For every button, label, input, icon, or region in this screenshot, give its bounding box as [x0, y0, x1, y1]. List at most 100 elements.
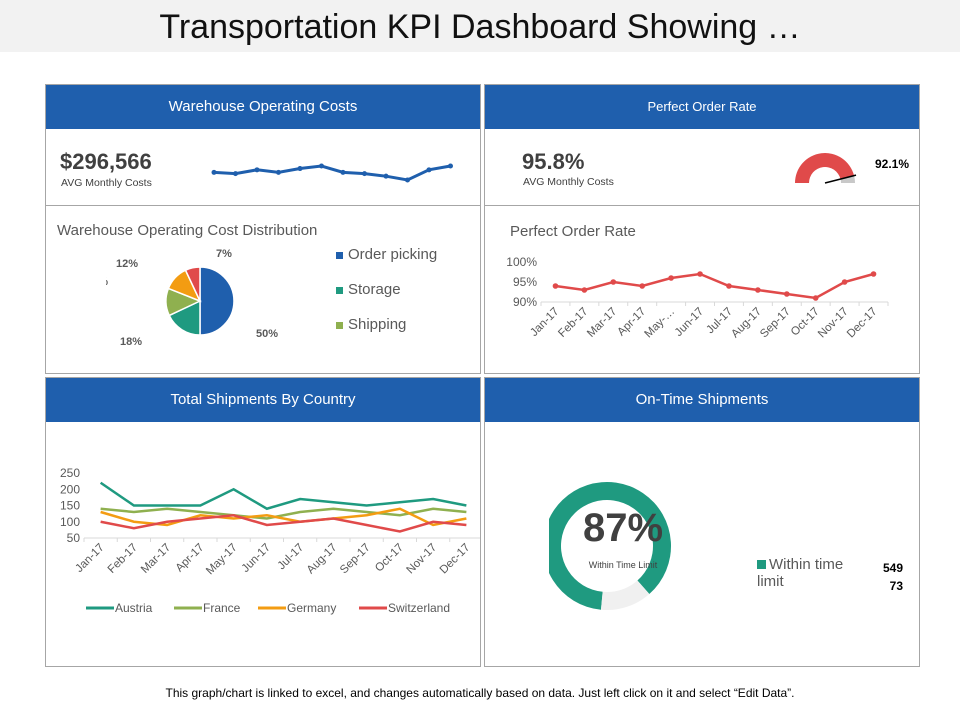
legend-swatch	[336, 287, 343, 294]
pie-data-label: 50%	[256, 328, 278, 340]
x-tick-label: Dec-17	[845, 306, 880, 341]
series-line	[555, 272, 874, 300]
pie-data-label: 18%	[120, 336, 142, 348]
x-tick-label: May-…	[643, 306, 678, 341]
legend-label: Austria	[115, 601, 153, 615]
shipments-header: Total Shipments By Country	[46, 378, 480, 422]
donut-legend: Within time limit	[757, 556, 852, 590]
x-tick-label: Jul-17	[276, 542, 307, 573]
x-tick-label: Dec-17	[438, 542, 473, 577]
x-tick-label: Sep-17	[338, 542, 373, 577]
series-line	[100, 507, 467, 520]
y-tick-label: 150	[60, 499, 80, 513]
y-tick-label: 50	[67, 531, 81, 545]
legend-item: Storage	[336, 272, 437, 307]
y-tick-label: 90%	[513, 295, 537, 309]
perfect-order-panel: Perfect Order Rate 95.8% AVG Monthly Cos…	[484, 84, 920, 374]
legend-label: Shipping	[348, 316, 407, 333]
pie-title: Warehouse Operating Cost Distribution	[57, 222, 318, 239]
warehouse-header: Warehouse Operating Costs	[46, 85, 480, 129]
pie-slice	[184, 266, 201, 302]
x-tick-label: Jun-17	[673, 306, 706, 339]
sparkline-point	[319, 163, 324, 169]
pie-legend: Order picking Storage Shipping	[336, 237, 437, 342]
data-point	[581, 287, 588, 293]
legend-label: Germany	[287, 601, 336, 615]
legend-item: Order picking	[336, 237, 437, 272]
gauge-remainder	[840, 175, 855, 183]
data-point	[870, 271, 877, 277]
x-tick-label: Aug-17	[729, 306, 764, 341]
value-late: 73	[889, 579, 903, 593]
legend-label: Within time limit	[757, 556, 844, 590]
data-point	[639, 283, 646, 289]
data-point	[841, 279, 848, 285]
legend-label: Order picking	[348, 246, 438, 263]
data-point	[552, 283, 559, 289]
warehouse-sparkline	[211, 163, 453, 183]
y-tick-label: 200	[60, 482, 80, 496]
perfect-order-header: Perfect Order Rate	[485, 85, 919, 129]
pie-data-label: 7%	[216, 248, 232, 260]
legend-label: Storage	[348, 281, 401, 298]
ontime-header: On-Time Shipments	[485, 378, 919, 422]
divider	[46, 205, 480, 206]
legend-swatch	[757, 560, 766, 569]
donut-segment	[549, 482, 671, 610]
x-tick-label: Jan-17	[528, 306, 561, 339]
x-tick-label: Mar-17	[585, 306, 619, 340]
data-point	[755, 287, 761, 293]
gauge-label: 92.1%	[875, 157, 910, 171]
legend-swatch	[336, 322, 343, 329]
y-tick-label: 100%	[506, 255, 537, 269]
series-line	[100, 513, 467, 533]
sparkline-line	[213, 164, 451, 182]
perfect-order-line-chart: 100%95%90%Jan-17Feb-17Mar-17Apr-17May-…J…	[506, 255, 889, 341]
x-tick-label: Mar-17	[139, 542, 173, 576]
legend-label: France	[203, 601, 241, 615]
perfect-kpi-label: AVG Monthly Costs	[523, 176, 614, 188]
series-line	[99, 481, 467, 511]
donut-center-value: 87%	[582, 506, 664, 550]
x-tick-label: Nov-17	[405, 542, 440, 577]
warehouse-panel: Warehouse Operating Costs $296,566 AVG M…	[45, 84, 481, 374]
sparkline-point	[448, 163, 453, 169]
gauge-needle	[824, 174, 857, 184]
data-point	[812, 295, 819, 301]
data-point	[610, 279, 617, 285]
data-point	[697, 271, 703, 277]
divider	[485, 205, 919, 206]
x-tick-label: May-17	[204, 542, 240, 578]
x-tick-label: Apr-17	[174, 542, 207, 575]
legend-label: Switzerland	[388, 601, 450, 615]
x-tick-label: Oct-17	[373, 542, 406, 575]
pie-data-label: 13%	[106, 276, 108, 288]
sparkline-point	[405, 177, 410, 183]
x-tick-label: Jun-17	[240, 542, 273, 575]
shipments-panel: Total Shipments By Country 250 200 150 100 5…	[45, 377, 481, 667]
donut-values: 549 73	[865, 559, 903, 595]
sparkline-point	[254, 167, 260, 173]
y-tick-label: 100	[60, 515, 80, 529]
x-tick-label: Aug-17	[305, 542, 340, 577]
x-tick-label: Feb-17	[106, 542, 140, 576]
warehouse-kpi-label: AVG Monthly Costs	[61, 177, 152, 189]
pie-data-label: 12%	[116, 258, 138, 270]
perfect-order-gauge	[795, 152, 857, 184]
sparkline-point	[340, 169, 346, 175]
sparkline-point	[276, 169, 281, 175]
ontime-panel: On-Time Shipments 87% Within Time Limit …	[484, 377, 920, 667]
donut-center-label: Within Time Limit	[588, 560, 658, 570]
data-point	[726, 283, 732, 289]
sparkline-point	[297, 166, 303, 172]
data-point	[783, 291, 790, 297]
sparkline-point	[211, 169, 217, 175]
donut-segment	[600, 580, 650, 610]
legend-swatch	[336, 252, 343, 259]
page-title: Transportation KPI Dashboard Showing …	[0, 0, 960, 52]
cost-pie-chart: 50% 18% 13% 12% 7%	[106, 248, 278, 348]
warehouse-kpi-value: $296,566	[60, 149, 152, 174]
sparkline-point	[362, 171, 367, 177]
perfect-kpi-value: 95.8%	[522, 149, 585, 174]
